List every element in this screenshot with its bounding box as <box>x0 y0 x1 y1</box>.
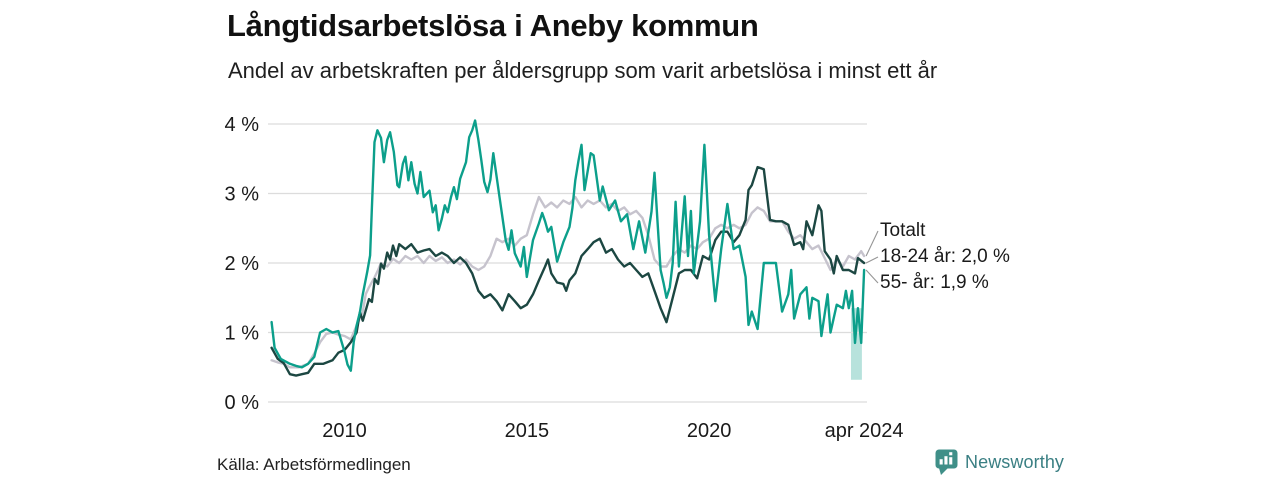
page-title: Långtidsarbetslösa i Aneby kommun <box>227 8 759 43</box>
y-tick-label: 2 % <box>225 253 260 275</box>
legend-label-18-24-ar: 18-24 år: 2,0 % <box>880 246 1010 267</box>
newsworthy-logo[interactable]: Newsworthy <box>935 449 1064 475</box>
legend-connector <box>865 269 879 284</box>
legend-label-55-ar: 55- år: 1,9 % <box>880 272 989 293</box>
x-tick-label: 2010 <box>322 420 367 442</box>
legend-connector <box>865 256 879 264</box>
series-line-18-24-r <box>270 165 866 377</box>
series-line-totalt <box>270 195 866 369</box>
preliminary-band <box>850 308 862 380</box>
x-tick-label: apr 2024 <box>825 420 904 442</box>
x-tick-label: 2015 <box>505 420 550 442</box>
y-tick-label: 3 % <box>225 184 260 206</box>
series-line-55-r <box>270 119 866 372</box>
source-note: Källa: Arbetsförmedlingen <box>217 455 411 474</box>
x-tick-label: 2020 <box>687 420 732 442</box>
y-tick-label: 4 % <box>225 114 260 136</box>
legend-label-totalt: Totalt <box>880 220 926 241</box>
legend-connector <box>865 230 879 257</box>
newsworthy-bubble-chart-icon <box>935 449 958 475</box>
y-tick-label: 0 % <box>225 392 260 414</box>
y-tick-label: 1 % <box>225 323 260 345</box>
series-end-labels: Totalt 18-24 år: 2,0 % 55- år: 1,9 % <box>880 218 1010 296</box>
page-subtitle: Andel av arbetskraften per åldersgrupp s… <box>228 58 938 83</box>
newsworthy-wordmark: Newsworthy <box>965 451 1065 472</box>
